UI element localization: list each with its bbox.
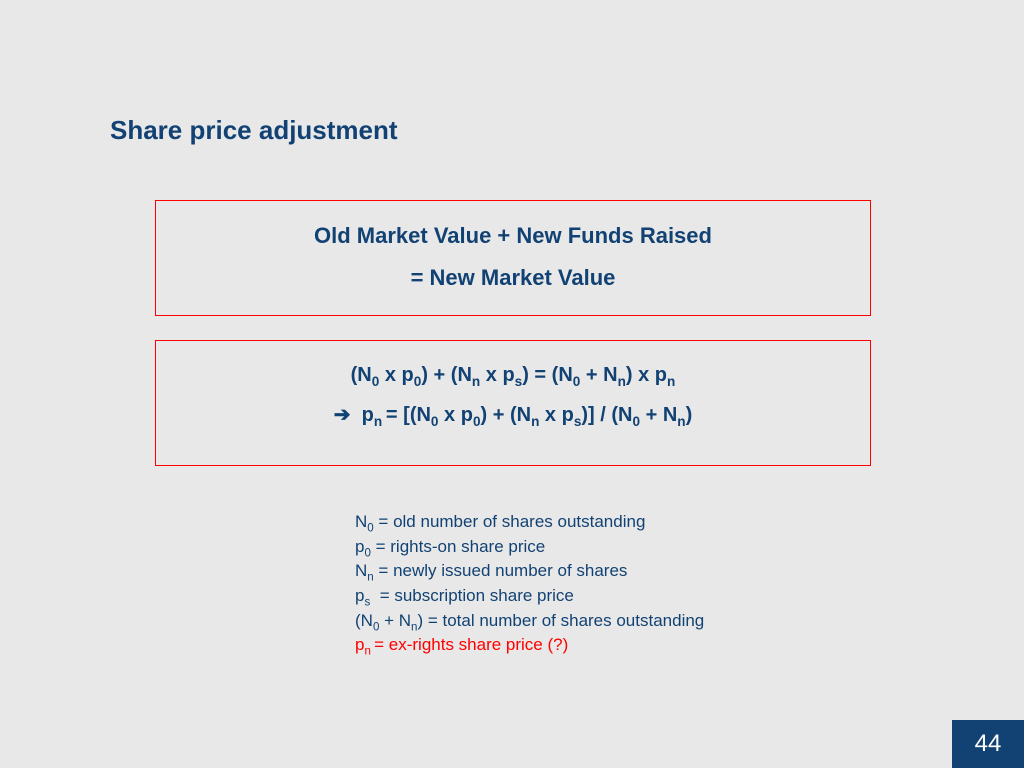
formula-box: (N0 x p0) + (Nn x ps) = (N0 + Nn) x pn ➔… (155, 340, 871, 466)
page-number-box: 44 (952, 720, 1024, 768)
legend-line-5: (N0 + Nn) = total number of shares outst… (355, 609, 704, 634)
legend-line-2: p0 = rights-on share price (355, 535, 704, 560)
concept-line-1: Old Market Value + New Funds Raised (156, 215, 870, 257)
concept-box: Old Market Value + New Funds Raised = Ne… (155, 200, 871, 316)
legend-line-4: ps = subscription share price (355, 584, 704, 609)
legend-line-3: Nn = newly issued number of shares (355, 559, 704, 584)
legend-line-6: pn = ex-rights share price (?) (355, 633, 704, 658)
formula-eq-2: ➔ pn = [(N0 x p0) + (Nn x ps)] / (N0 + N… (156, 395, 870, 435)
formula-eq-1: (N0 x p0) + (Nn x ps) = (N0 + Nn) x pn (156, 355, 870, 395)
slide-title: Share price adjustment (110, 115, 398, 146)
page-number: 44 (975, 730, 1002, 758)
concept-line-2: = New Market Value (156, 257, 870, 299)
legend-line-1: N0 = old number of shares outstanding (355, 510, 704, 535)
legend-block: N0 = old number of shares outstanding p0… (355, 510, 704, 658)
